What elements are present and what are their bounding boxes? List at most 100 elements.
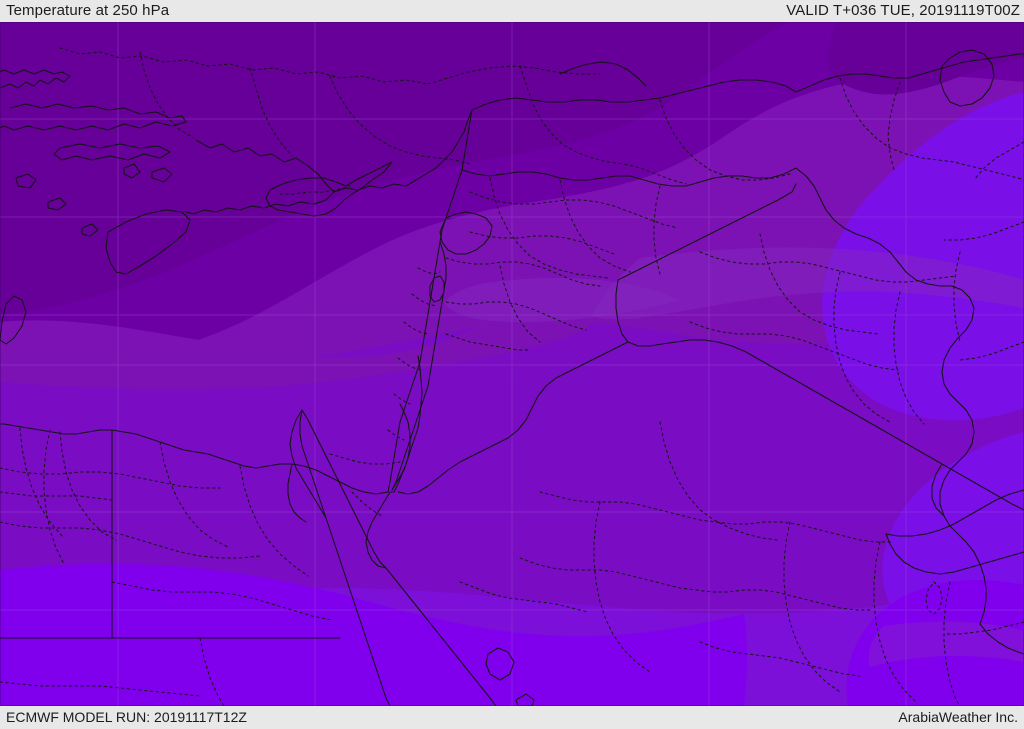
admin-syria-1 [469,191,679,229]
admin-boundaries [0,47,1024,706]
admin-egypt-6 [111,581,333,621]
border-jordan-saudi [397,341,629,495]
coastline-blacksea [559,61,647,87]
border-iran-gulf [979,623,1024,655]
band-coldest [0,22,790,314]
coastline-turkey-south [185,139,335,215]
admin-turkey-4 [249,67,293,157]
border-jordan-iraq-saudi [615,279,1024,511]
band-brightest-southeast [846,579,1024,706]
admin-turkey-1 [59,47,429,85]
admin-saudi-6 [873,541,917,703]
coastline-turkey-ne [471,79,797,111]
coastline-redsea-west-2 [289,409,327,519]
admin-syria-3 [559,179,631,273]
coastline-crete [105,209,191,275]
admin-syria-2 [489,177,609,279]
coastline-redsea-east [385,567,497,706]
admin-syria-4 [469,231,615,255]
valid-time-label: VALID T+036 TUE, 20191119T00Z [786,2,1020,19]
admin-egypt-5 [239,465,309,577]
admin-saudi-10 [943,621,1024,635]
admin-turkey-6 [519,65,687,185]
coastline-gulf-aqaba [389,355,423,493]
border-syria-iraq [617,183,797,281]
country-borders [0,167,1024,655]
attribution-label: ArabiaWeather Inc. [898,709,1018,725]
coastline-nile-delta [287,463,307,523]
footer-bar: ECMWF MODEL RUN: 20191117T12Z ArabiaWeat… [0,706,1024,729]
band-haze-levant [444,277,680,323]
admin-iraq-2 [759,233,879,335]
admin-iraq-5 [893,291,925,425]
admin-jordan-4 [445,333,531,351]
coastline-greece [0,69,71,89]
coastline-cyprus [265,161,393,217]
band-brightest-southwest [0,563,747,706]
coastline-suez-canal [299,409,375,663]
admin-turkey-3 [139,51,195,139]
admin-saudi-4 [519,557,873,611]
coastlines [0,49,1024,706]
coastline-levant [387,109,473,493]
coastline-turkey-far-ne [795,53,1024,93]
border-israel-jordan [391,241,447,491]
border-saudi-kuwait [931,463,945,517]
admin-iran-2 [959,341,1024,361]
admin-saudi-2 [659,421,779,541]
admin-iraq-4 [689,321,899,371]
coastline-egypt-north [0,423,389,495]
band-haze-iraq [592,247,1024,320]
admin-libya-2 [43,429,65,565]
admin-iran-1 [943,221,1024,241]
admin-egypt-7 [19,427,63,537]
admin-egypt-1 [0,467,221,489]
admin-libya-1 [0,491,113,501]
admin-saudi-9 [943,581,961,706]
admin-turkey-2 [427,65,601,85]
band-coldest-ne [828,22,1024,95]
band-bright-east [822,92,1024,421]
page-title: Temperature at 250 hPa [6,2,170,19]
model-run-label: ECMWF MODEL RUN: 20191117T12Z [6,709,247,725]
admin-egypt-4 [0,521,261,559]
header-bar: Temperature at 250 hPa VALID T+036 TUE, … [0,0,1024,22]
admin-sinai-2 [351,491,383,517]
admin-egypt-3 [159,441,231,549]
border-lebanon [439,211,493,255]
coastline-sinai-west [301,409,387,569]
admin-saudi-5 [783,521,841,693]
admin-jordan-1 [445,257,601,287]
coastline-gulf-south [885,533,1024,575]
admin-jordan-2 [445,301,587,331]
admin-sudan-1 [0,681,201,697]
band-haze-saudi [868,621,1024,667]
coastline-isle-small-d [123,163,141,179]
admin-turkey-5 [329,75,471,165]
map-canvas[interactable] [0,22,1024,706]
admin-iraq-1 [699,251,957,283]
admin-saudi-8 [699,641,861,677]
temperature-map-svg [0,22,1024,706]
border-israel-egypt [391,403,411,491]
admin-turkey-9 [887,81,901,171]
admin-qatar [925,581,943,615]
admin-cyprus-green-line [279,185,351,195]
admin-jordan-3 [499,265,541,343]
temperature-field [0,22,1024,706]
admin-sinai-1 [329,453,401,465]
border-turkey-syria [461,167,797,187]
admin-iran-3 [973,141,1024,181]
coastline-aegean-isle-1 [0,103,187,131]
band-mid-tongue-west [0,300,612,390]
coastline-redsea-west [373,661,391,706]
coastline-isle-small-e [151,167,173,183]
admin-iraq-6 [953,251,961,343]
admin-israel-1 [417,267,441,275]
admin-dead-sea [429,275,445,303]
coastline-rhodes [0,295,27,345]
coastline-turkey-med [333,109,473,193]
admin-turkey-8 [839,77,1024,181]
admin-iraq-3 [833,271,891,423]
